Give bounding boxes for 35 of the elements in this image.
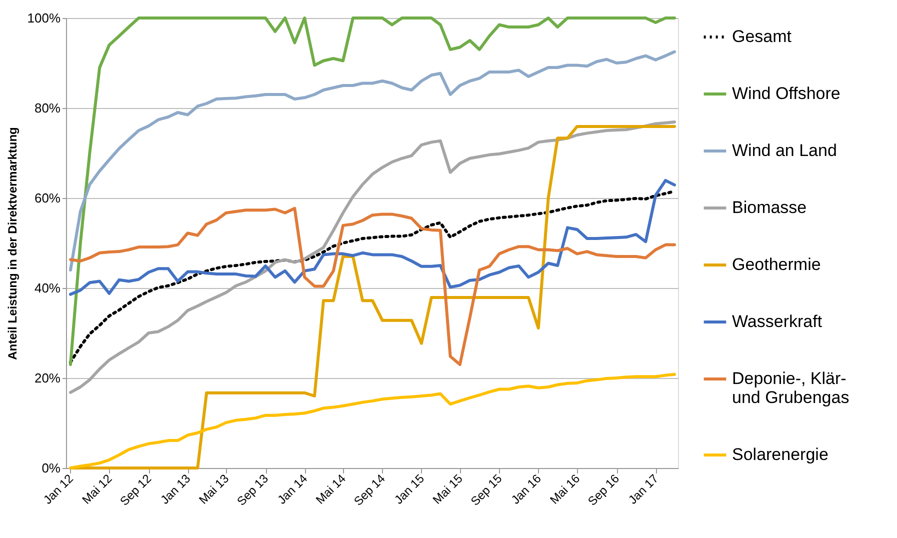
legend-label: Geothermie [732, 255, 821, 274]
y-tick-label: 80% [34, 100, 61, 116]
x-tick-label: Jan 15 [392, 471, 428, 507]
legend-label: Solarenergie [732, 445, 828, 464]
legend-label: Biomasse [732, 198, 807, 217]
x-tick-label: Mai 12 [79, 471, 115, 507]
y-tick-label: 60% [34, 190, 61, 206]
x-tick-label: Mai 15 [430, 471, 466, 507]
y-axis-title: Anteil Leistung in der Direktvermarktung [5, 127, 20, 360]
x-tick-label: Jan 13 [158, 471, 194, 507]
x-tick-label: Jan 16 [508, 471, 544, 507]
y-tick-label: 40% [34, 280, 61, 296]
x-tick-label: Mai 16 [547, 471, 583, 507]
x-tick-label: Jan 17 [626, 471, 662, 507]
y-tick-label: 20% [34, 370, 61, 386]
legend-label: Wasserkraft [732, 312, 822, 331]
x-tick-label: Sep 13 [234, 471, 272, 508]
x-tick-label: Sep 12 [117, 471, 154, 508]
x-tick-label: Sep 14 [351, 471, 388, 508]
legend-label: Deponie-, Klär- und Grubengas [732, 369, 850, 407]
line-series [68, 50, 676, 272]
line-series [68, 120, 676, 394]
x-tick-label: Mai 14 [313, 471, 349, 507]
x-tick-label: Mai 13 [196, 471, 232, 507]
line-series [68, 178, 676, 296]
x-tick-label: Jan 14 [274, 471, 310, 507]
legend-label: Wind an Land [732, 141, 837, 160]
y-tick-label: 0% [42, 460, 61, 476]
x-tick-label: Sep 15 [468, 471, 505, 508]
y-tick-label: 100% [27, 10, 61, 26]
line-series [68, 16, 676, 366]
line-series [68, 372, 676, 470]
x-tick-label: Sep 16 [585, 471, 622, 508]
legend-label: Wind Offshore [732, 84, 840, 103]
legend-label: Gesamt [732, 27, 792, 46]
